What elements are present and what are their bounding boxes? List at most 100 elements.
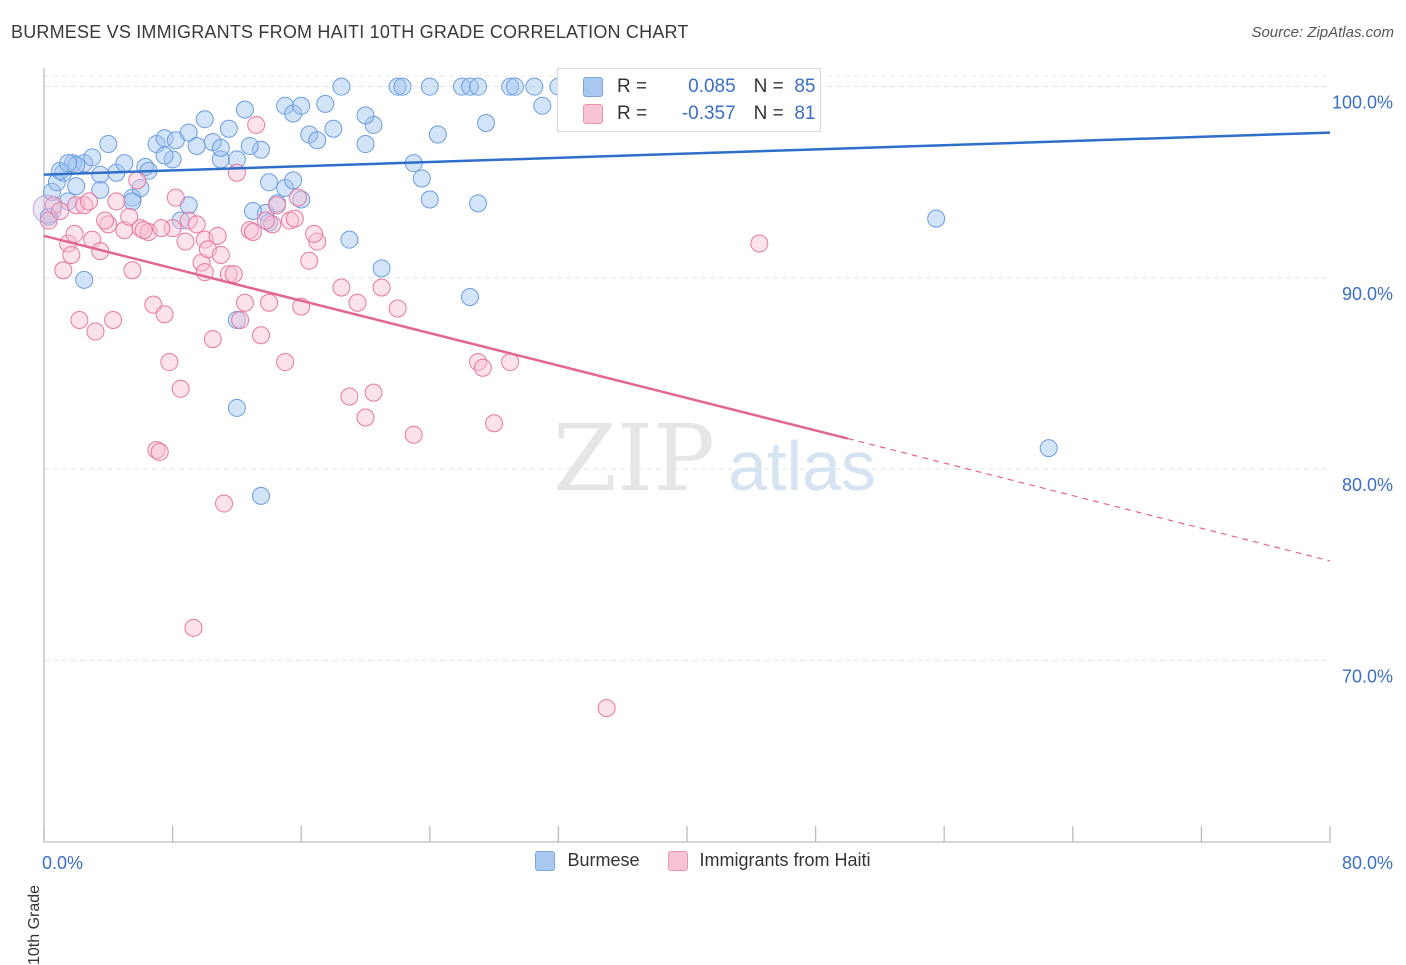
burmese-point	[356, 106, 375, 125]
burmese-point	[428, 125, 447, 144]
burmese-point	[356, 135, 375, 154]
bottom-legend-label-haiti: Immigrants from Haiti	[699, 850, 871, 870]
haiti-point	[215, 494, 234, 513]
haiti-point	[485, 414, 504, 433]
scatter-chart: ZIP atlas 70.0% 80.0% 90.0% 100.0% 0.0% 80.0%	[32, 68, 1393, 873]
burmese-point	[420, 190, 439, 209]
haiti-point	[364, 383, 383, 402]
haiti-point	[123, 261, 142, 280]
haiti-point	[252, 326, 271, 345]
haiti-point	[235, 293, 254, 312]
haiti-point	[300, 251, 319, 270]
burmese-point	[292, 190, 311, 209]
haiti-point	[240, 221, 259, 240]
burmese-point	[324, 119, 343, 138]
haiti-point	[86, 322, 105, 341]
haiti-point	[469, 353, 488, 372]
haiti-point	[184, 618, 203, 637]
burmese-point	[99, 135, 118, 154]
legend-n-label: N =	[753, 103, 784, 124]
burmese-point	[388, 77, 407, 96]
watermark: ZIP atlas	[553, 405, 876, 512]
burmese-point	[227, 398, 246, 417]
haiti-point	[372, 278, 391, 297]
burmese-point	[284, 171, 303, 190]
burmese-point	[501, 77, 520, 96]
haiti-point	[115, 221, 134, 240]
haiti-point	[65, 224, 84, 243]
haiti-point	[243, 223, 262, 242]
haiti-point	[147, 441, 166, 459]
burmese-point	[39, 207, 58, 226]
haiti-point	[54, 261, 73, 280]
bottom-legend-item-burmese: Burmese	[535, 850, 640, 871]
burmese-point	[372, 259, 391, 278]
haiti-point	[305, 224, 324, 243]
burmese-point	[211, 138, 230, 157]
haiti-point	[285, 209, 304, 228]
burmese-points	[39, 77, 1058, 505]
haiti-point	[155, 305, 174, 324]
y-tick-label: 90.0%	[1342, 284, 1393, 304]
haiti-points	[32, 115, 769, 718]
trend-line-haiti-extension	[847, 437, 1331, 562]
burmese-point	[187, 136, 206, 155]
haiti-point	[187, 215, 206, 234]
burmese-point	[67, 177, 86, 196]
trend-line-haiti	[43, 234, 849, 440]
x-tick-label: 80.0%	[1342, 853, 1393, 873]
trend-line-burmese	[43, 131, 1331, 176]
burmese-point	[308, 131, 327, 150]
chart-title: BURMESE VS IMMIGRANTS FROM HAITI 10TH GR…	[11, 22, 689, 42]
haiti-point	[348, 293, 367, 312]
burmese-point	[469, 77, 488, 96]
burmese-point	[260, 213, 279, 232]
burmese-point	[340, 230, 359, 249]
burmese-point	[252, 140, 271, 159]
legend-row-haiti: R = -0.357 N = 81	[558, 101, 815, 127]
haiti-point	[32, 194, 62, 224]
bottom-legend: Burmese Immigrants from Haiti	[0, 850, 1406, 871]
legend-row-burmese: R = 0.085 N = 85	[558, 74, 815, 100]
burmese-point	[240, 136, 259, 155]
haiti-point	[107, 192, 126, 211]
burmese-point	[243, 201, 262, 220]
haiti-point	[80, 192, 99, 211]
legend-r-value-burmese: 0.085	[688, 76, 736, 97]
burmese-point	[420, 77, 439, 96]
haiti-point	[203, 330, 222, 349]
burmese-point	[43, 182, 62, 201]
burmese-point	[235, 100, 254, 119]
haiti-point	[288, 188, 307, 207]
haiti-point	[750, 234, 769, 253]
haiti-point	[128, 171, 147, 190]
burmese-point	[75, 270, 94, 289]
burmese-point	[525, 77, 544, 96]
burmese-point	[195, 110, 214, 129]
bottom-legend-swatch-haiti	[667, 850, 688, 871]
haiti-point	[340, 387, 359, 406]
legend-n-label: N =	[753, 76, 784, 97]
haiti-point	[227, 163, 246, 182]
burmese-point	[91, 165, 110, 184]
y-tick-label: 80.0%	[1342, 475, 1393, 495]
haiti-point	[332, 278, 351, 297]
burmese-point	[260, 173, 279, 192]
haiti-point	[152, 219, 171, 238]
haiti-point	[268, 196, 287, 215]
haiti-point	[96, 211, 115, 230]
burmese-point	[505, 77, 524, 96]
bottom-legend-swatch-burmese	[535, 850, 556, 871]
tick-labels: 70.0% 80.0% 90.0% 100.0% 0.0% 80.0%	[42, 93, 1393, 873]
bottom-legend-item-haiti: Immigrants from Haiti	[667, 850, 871, 871]
haiti-point	[597, 699, 616, 718]
bottom-legend-label-burmese: Burmese	[567, 850, 640, 870]
legend-swatch-haiti	[583, 104, 603, 124]
haiti-point	[256, 211, 275, 230]
legend-r-label: R =	[617, 76, 648, 97]
burmese-point	[927, 209, 946, 228]
legend-r-value-haiti: -0.357	[681, 103, 736, 124]
haiti-point	[150, 442, 169, 461]
burmese-point	[219, 119, 238, 138]
burmese-point	[533, 96, 552, 115]
